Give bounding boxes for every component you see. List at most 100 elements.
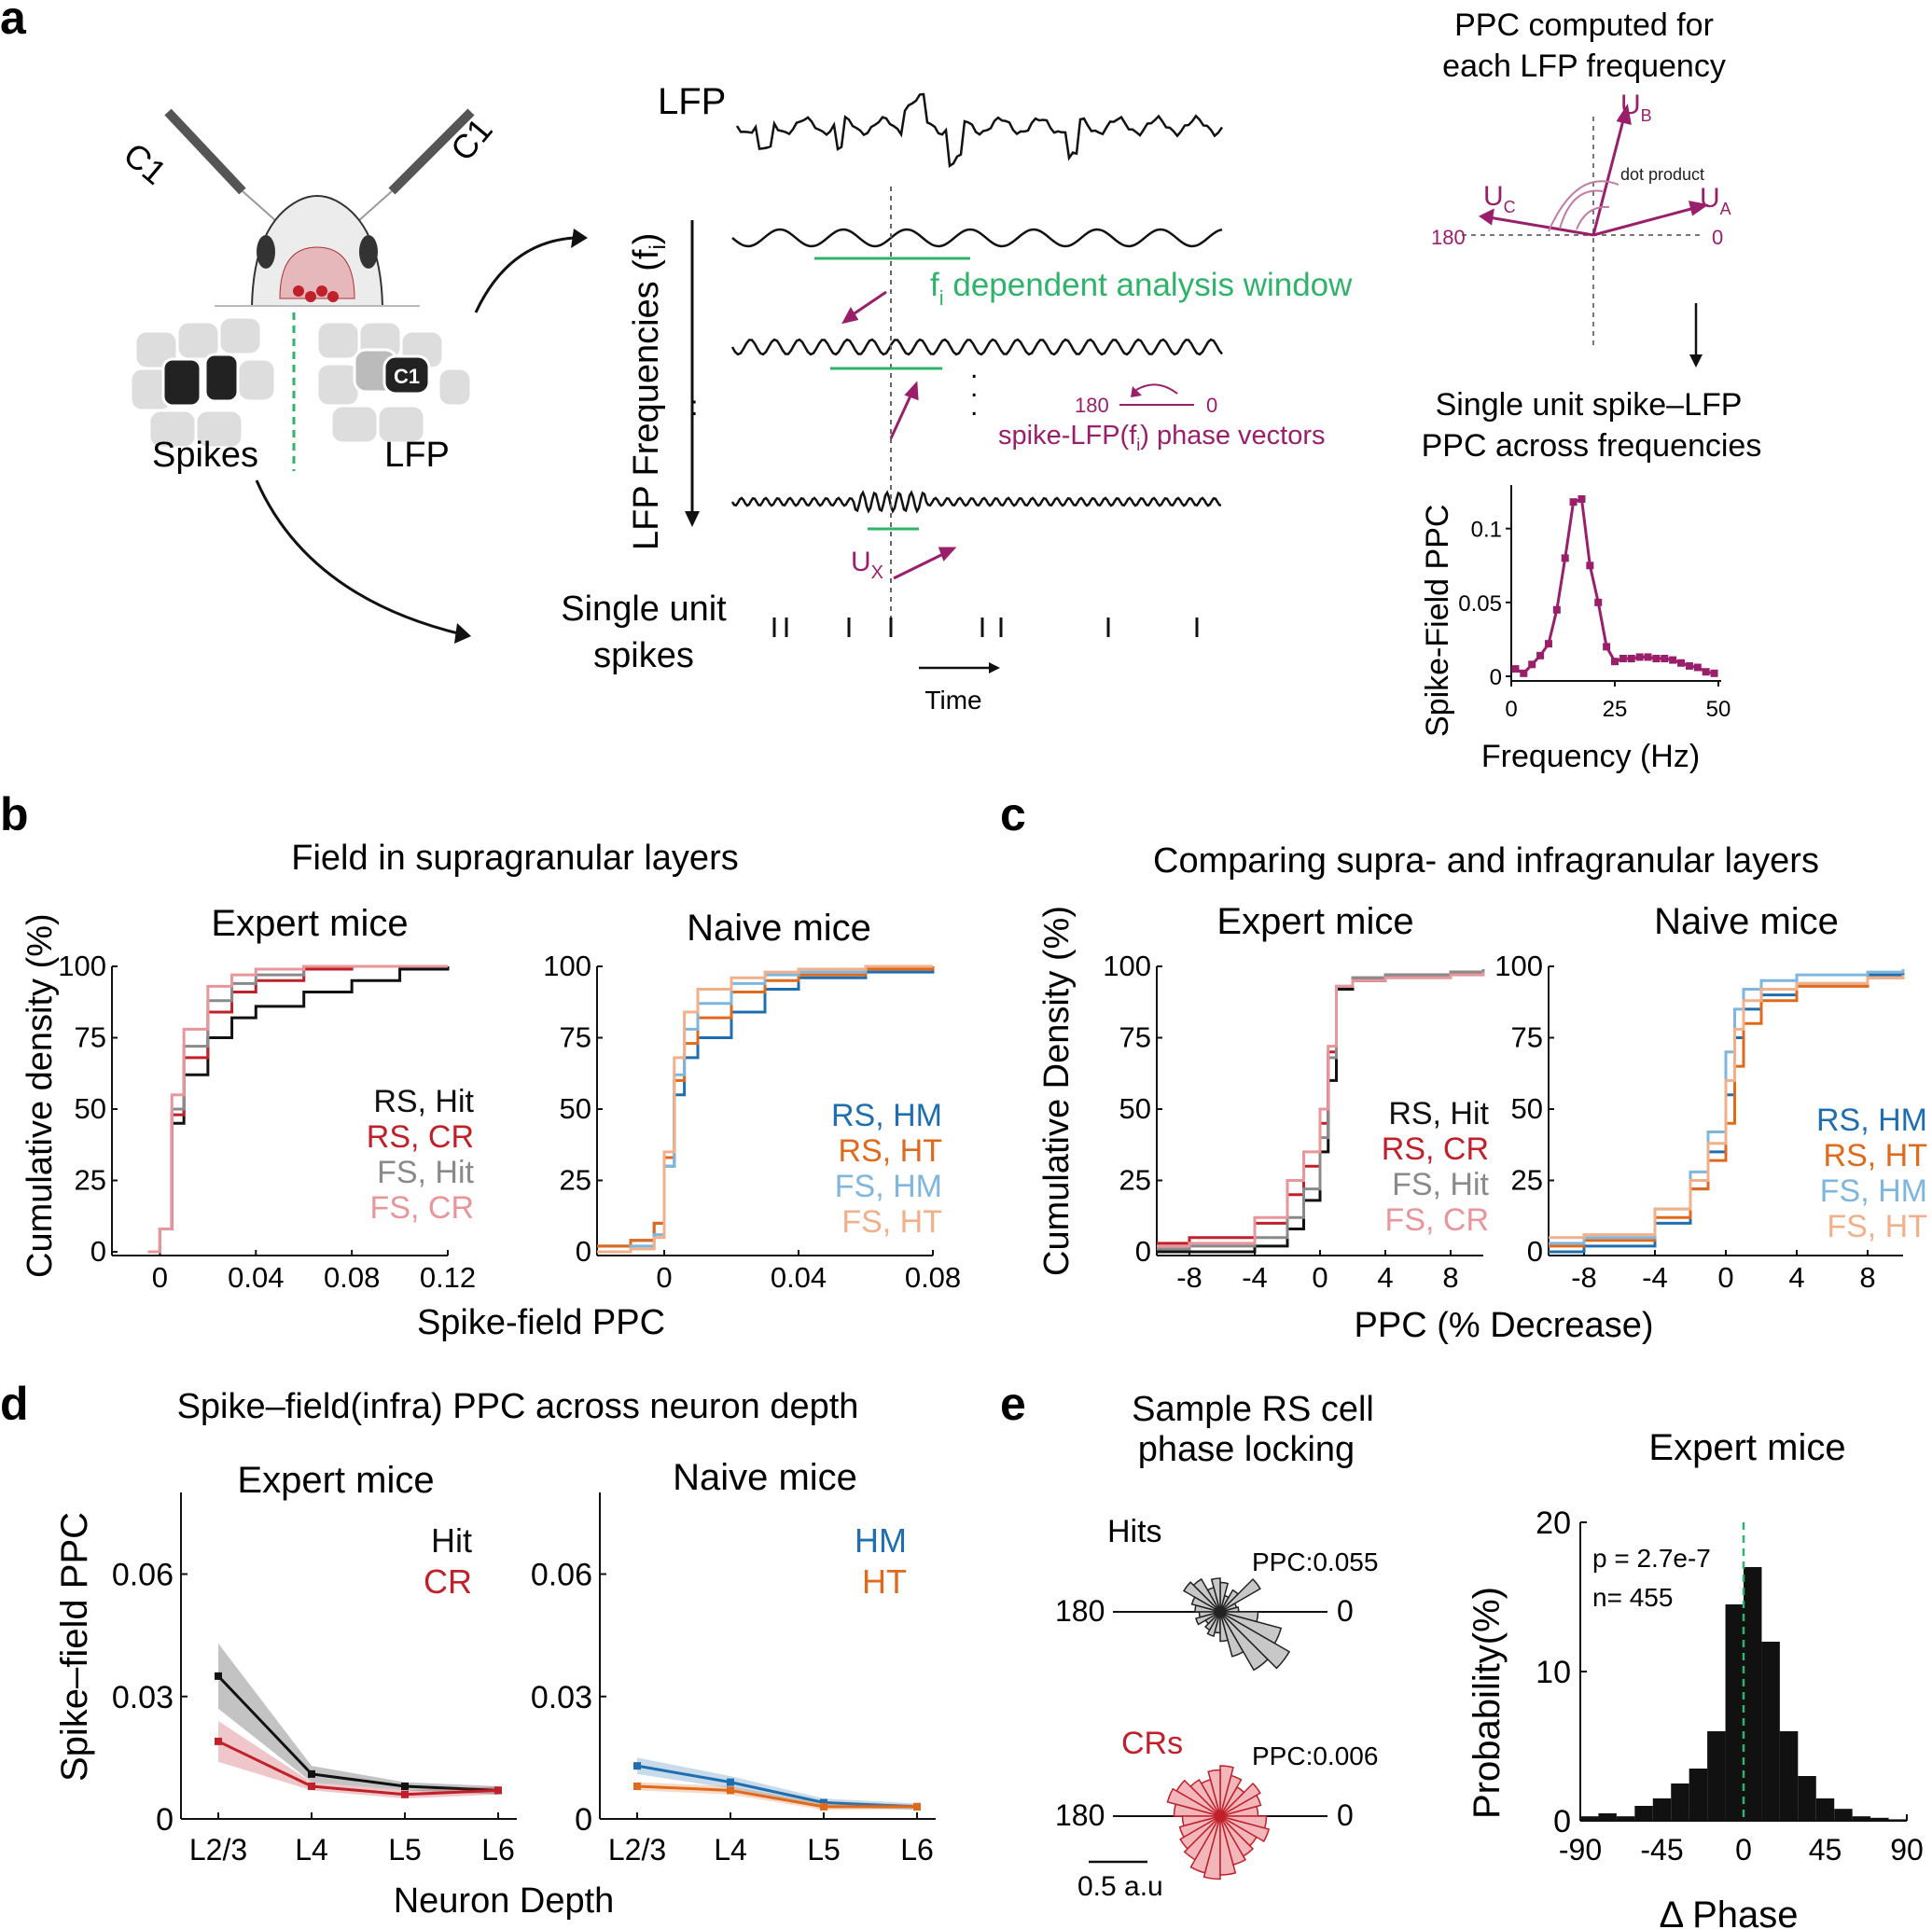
probe-label-left: C1 [117, 135, 174, 192]
rose-hits-0: 0 [1337, 1594, 1354, 1628]
inset-ylabel: Spike-Field PPC [1420, 505, 1455, 737]
xtick-label: 0 [1717, 1261, 1733, 1294]
series-point [913, 1802, 921, 1811]
hits-label: Hits [1107, 1514, 1162, 1549]
series-line-1 [597, 966, 935, 1248]
inset-point [1511, 665, 1520, 673]
freq-axis-label: LFP Frequencies (fi) [627, 233, 671, 550]
hist-bar [1634, 1806, 1653, 1821]
svg-text:.: . [970, 372, 978, 403]
rose-petal [1219, 1782, 1261, 1817]
xtick-label: 90 [1890, 1833, 1924, 1867]
series-line-3 [1157, 972, 1485, 1248]
ytick-label: 0.06 [531, 1558, 592, 1593]
left-probe [164, 108, 246, 195]
xtick-label: L2/3 [608, 1833, 666, 1867]
series-point [308, 1783, 315, 1790]
xtick-label: 0 [152, 1261, 168, 1294]
legend-entry: FS, Hit [1392, 1167, 1489, 1202]
inset-point [1693, 663, 1702, 672]
xtick-label: L4 [295, 1833, 328, 1867]
xtick-label: 0.08 [324, 1261, 380, 1294]
chart-e-hist: 0 10 20 -90 -45 0 45 90 [1536, 1506, 1924, 1867]
hist-bar [1779, 1731, 1799, 1821]
c-naive-title: Naive mice [1654, 901, 1839, 942]
hist-bar [1725, 1604, 1744, 1821]
lfp-filtered-trace-mid [730, 338, 1223, 356]
sem-band-1 [218, 1721, 498, 1799]
xtick-label: L4 [714, 1833, 747, 1867]
legend-entry: RS, Hit [1388, 1096, 1489, 1131]
series-point [308, 1769, 315, 1778]
barrel-label: C1 [394, 365, 420, 388]
v0-label: 0 [1712, 226, 1723, 249]
ytick-label: 100 [58, 950, 106, 982]
rose-petal [1219, 1589, 1240, 1613]
time-label: Time [924, 686, 981, 715]
result-title-1: Single unit spike–LFP [1436, 387, 1743, 423]
b-xlabel: Spike-field PPC [417, 1303, 665, 1342]
panel-c-title: Comparing supra- and infragranular layer… [1153, 841, 1819, 881]
hist-bar [1798, 1776, 1816, 1821]
vector-diagram: dot product UB UA UC 180 0 [1431, 90, 1731, 350]
hist-bar [1598, 1813, 1617, 1821]
legend-entry: FS, Hit [377, 1155, 474, 1190]
d-naive-title: Naive mice [673, 1457, 857, 1498]
right-probe [388, 108, 475, 195]
inset-point [1586, 562, 1594, 570]
result-title-2: PPC across frequencies [1422, 428, 1762, 464]
arrow-to-lfp [474, 236, 575, 313]
legend-entry: FS, CR [1385, 1202, 1489, 1238]
rose-title-1: Sample RS cell [1132, 1390, 1374, 1429]
crs-label: CRs [1121, 1726, 1183, 1761]
inset-point [1669, 656, 1677, 664]
ytick-label: 50 [560, 1092, 591, 1125]
series-line-3 [147, 964, 448, 1254]
series-point [215, 1737, 222, 1745]
xtick-label: -90 [1559, 1833, 1602, 1867]
probe-label-right: C1 [443, 111, 500, 169]
hist-bar [1616, 1816, 1635, 1821]
ppc-title-1: PPC computed for [1454, 7, 1714, 43]
rose-petal [1219, 1765, 1234, 1817]
series-line-3 [597, 964, 933, 1254]
inset-point [1528, 660, 1536, 669]
v180-label: 180 [1431, 226, 1466, 249]
rose-petal [1190, 1596, 1221, 1613]
scale-label: 0.5 a.u [1077, 1871, 1163, 1902]
ytick-label: 25 [1511, 1164, 1543, 1197]
series-line-0 [216, 1674, 499, 1792]
sem-band-0 [218, 1643, 498, 1795]
legend-entry: HT [862, 1562, 907, 1601]
ytick-label: 25 [560, 1164, 591, 1197]
hist-bar [1652, 1798, 1672, 1821]
c-expert-title: Expert mice [1216, 901, 1413, 942]
hist-bar [1744, 1567, 1762, 1821]
arrow-to-spikes [255, 479, 463, 636]
xtick-label: L2/3 [189, 1833, 247, 1867]
inset-point [1677, 659, 1686, 667]
xtick-label: 0.08 [905, 1261, 961, 1294]
barrel-field-left [129, 315, 277, 450]
xtick-label: 0.04 [771, 1261, 827, 1294]
uc-label: UC [1483, 181, 1516, 216]
series-point [820, 1802, 827, 1811]
series-line-1 [636, 1784, 917, 1809]
rose-petal [1219, 1577, 1261, 1613]
hist-bar [1761, 1642, 1780, 1821]
ytick-label: 0 [1135, 1235, 1151, 1268]
lfp-filtered-trace-low [731, 228, 1223, 248]
inset-point [1661, 655, 1669, 662]
ytick-label: 20 [1536, 1506, 1571, 1541]
ub-label: UB [1620, 90, 1652, 125]
lfp-filtered-trace-high [730, 490, 1222, 514]
inset-point [1603, 643, 1611, 651]
lfp-side-label: LFP [384, 436, 450, 475]
c-xlabel: PPC (% Decrease) [1355, 1306, 1654, 1345]
xtick-label: 0.04 [228, 1261, 284, 1294]
e-pvalue: p = 2.7e-7 [1592, 1544, 1711, 1573]
